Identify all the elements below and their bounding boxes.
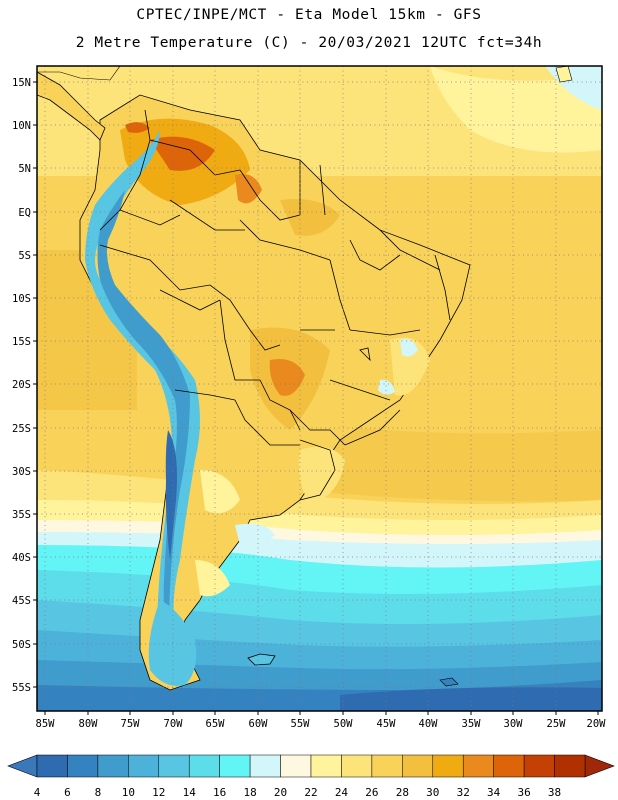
lon-label: 55W: [291, 718, 311, 730]
colorbar-label: 24: [335, 786, 349, 799]
colorbar-swatch: [188, 754, 220, 778]
lon-label: 75W: [121, 718, 141, 730]
colorbar-label: 4: [34, 786, 41, 799]
lat-label: 30S: [12, 466, 31, 478]
lat-label: 10N: [12, 120, 31, 132]
colorbar-swatch: [371, 754, 403, 778]
lon-label: 60W: [249, 718, 269, 730]
map-title-line-2: 2 Metre Temperature (C) - 20/03/2021 12U…: [75, 35, 543, 51]
lat-label: 20S: [12, 379, 31, 391]
colorbar-label: 18: [243, 786, 256, 799]
lat-label: EQ: [18, 207, 31, 219]
colorbar-swatch: [219, 754, 251, 778]
colorbar-swatch: [67, 754, 99, 778]
colorbar-swatch: [554, 754, 586, 778]
lon-label: 20W: [587, 718, 607, 730]
colorbar-swatch: [97, 754, 129, 778]
colorbar-swatch: [158, 754, 190, 778]
colorbar-swatch: [249, 754, 281, 778]
colorbar-label: 34: [487, 786, 501, 799]
colorbar-label: 28: [396, 786, 409, 799]
colorbar-label: 6: [64, 786, 71, 799]
colorbar-label: 30: [426, 786, 439, 799]
lat-label: 15N: [12, 77, 31, 89]
lon-label: 85W: [36, 718, 56, 730]
colorbar-label: 10: [122, 786, 135, 799]
colorbar-swatch: [128, 754, 160, 778]
colorbar-swatch: [36, 754, 68, 778]
lon-label: 65W: [206, 718, 226, 730]
colorbar-label: 32: [457, 786, 470, 799]
lon-label: 70W: [164, 718, 184, 730]
colorbar-swatch: [402, 754, 434, 778]
colorbar-swatch: [523, 754, 555, 778]
map-frame: [36, 65, 603, 712]
country-borders: [99, 109, 451, 501]
lon-label: 40W: [419, 718, 439, 730]
lon-label: 50W: [334, 718, 354, 730]
colorbar-swatch: [341, 754, 373, 778]
colorbar-swatch: [462, 754, 494, 778]
lat-label: 55S: [12, 682, 31, 694]
lon-label: 35W: [462, 718, 482, 730]
colorbar-label: 8: [95, 786, 102, 799]
central-america-land: [37, 71, 106, 141]
lat-label: 50S: [12, 639, 31, 651]
colorbar-label: 26: [365, 786, 378, 799]
colorbar-high-arrow: [584, 754, 615, 778]
lat-label: 35S: [12, 509, 31, 521]
colorbar-swatch: [432, 754, 464, 778]
colorbar-swatch: [493, 754, 525, 778]
field-layer: [37, 66, 602, 711]
colorbar-swatch: [310, 754, 342, 778]
lat-label: 25S: [12, 423, 31, 435]
map-title-line-1: CPTEC/INPE/MCT - Eta Model 15km - GFS: [136, 7, 482, 23]
colorbar: 4 6 8 10 12 14 16 18 20 22 24 26 28 30 32 34 36 38: [7, 754, 615, 799]
lat-label: 10S: [12, 293, 31, 305]
colorbar-swatch: [280, 754, 312, 778]
colorbar-label: 16: [213, 786, 226, 799]
colorbar-label: 20: [274, 786, 287, 799]
lon-label: 45W: [377, 718, 397, 730]
colorbar-label: 14: [183, 786, 197, 799]
lon-label: 80W: [79, 718, 99, 730]
lat-label: 15S: [12, 336, 31, 348]
lat-label: 45S: [12, 595, 31, 607]
lon-label: 25W: [547, 718, 567, 730]
colorbar-low-arrow: [7, 754, 38, 778]
colorbar-label: 36: [517, 786, 530, 799]
colorbar-label: 38: [548, 786, 561, 799]
lat-label: 5S: [18, 250, 31, 262]
lat-label: 40S: [12, 552, 31, 564]
colorbar-label: 12: [152, 786, 165, 799]
lon-label: 30W: [504, 718, 524, 730]
lat-label: 5N: [18, 163, 31, 175]
colorbar-label: 22: [304, 786, 317, 799]
